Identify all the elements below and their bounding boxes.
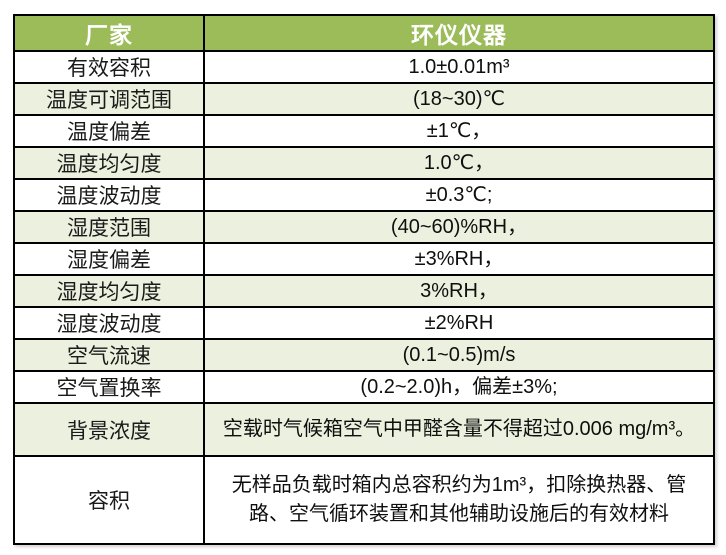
table-row: 容积 无样品负载时箱内总容积约为1m³，扣除换热器、管路、空气循环装置和其他辅助… <box>13 455 715 545</box>
row-value: 空载时气候箱空气中甲醛含量不得超过0.006 mg/m³。 <box>203 402 715 457</box>
row-value: (18~30)℃ <box>203 82 715 116</box>
row-value: (0.1~0.5)m/s <box>203 338 715 372</box>
row-label: 温度波动度 <box>13 178 205 212</box>
spec-table: 厂家 环仪仪器 有效容积 1.0±0.01m³ 温度可调范围 (18~30)℃ … <box>13 14 715 545</box>
table-row: 湿度偏差 ±3%RH， <box>13 242 715 276</box>
row-value: (40~60)%RH， <box>203 210 715 244</box>
table-row: 湿度均匀度 3%RH， <box>13 274 715 308</box>
row-value: 1.0℃， <box>203 146 715 180</box>
row-label: 空气置换率 <box>13 370 205 404</box>
table-row: 背景浓度 空载时气候箱空气中甲醛含量不得超过0.006 mg/m³。 <box>13 402 715 457</box>
table-row: 温度均匀度 1.0℃， <box>13 146 715 180</box>
row-label: 湿度范围 <box>13 210 205 244</box>
row-label: 湿度波动度 <box>13 306 205 340</box>
table-row: 温度可调范围 (18~30)℃ <box>13 82 715 116</box>
row-value: ±2%RH <box>203 306 715 340</box>
row-value: 3%RH， <box>203 274 715 308</box>
table-row: 空气流速 (0.1~0.5)m/s <box>13 338 715 372</box>
row-value: 1.0±0.01m³ <box>203 50 715 84</box>
row-value: (0.2~2.0)h，偏差±3%; <box>203 370 715 404</box>
row-label: 温度可调范围 <box>13 82 205 116</box>
table-row: 温度偏差 ±1℃， <box>13 114 715 148</box>
table-row: 湿度波动度 ±2%RH <box>13 306 715 340</box>
header-cell-vendor: 厂家 <box>13 14 205 52</box>
row-label: 背景浓度 <box>13 402 205 457</box>
row-value: 无样品负载时箱内总容积约为1m³，扣除换热器、管路、空气循环装置和其他辅助设施后… <box>203 455 715 545</box>
header-cell-brand: 环仪仪器 <box>203 14 715 52</box>
row-label: 湿度均匀度 <box>13 274 205 308</box>
row-label: 有效容积 <box>13 50 205 84</box>
table-row: 空气置换率 (0.2~2.0)h，偏差±3%; <box>13 370 715 404</box>
row-label: 容积 <box>13 455 205 545</box>
table-row: 有效容积 1.0±0.01m³ <box>13 50 715 84</box>
row-value: ±3%RH， <box>203 242 715 276</box>
row-label: 温度均匀度 <box>13 146 205 180</box>
row-label: 空气流速 <box>13 338 205 372</box>
table-row: 湿度范围 (40~60)%RH， <box>13 210 715 244</box>
row-value: ±1℃， <box>203 114 715 148</box>
row-label: 湿度偏差 <box>13 242 205 276</box>
table-header-row: 厂家 环仪仪器 <box>13 14 715 52</box>
table-row: 温度波动度 ±0.3℃; <box>13 178 715 212</box>
row-label: 温度偏差 <box>13 114 205 148</box>
row-value: ±0.3℃; <box>203 178 715 212</box>
